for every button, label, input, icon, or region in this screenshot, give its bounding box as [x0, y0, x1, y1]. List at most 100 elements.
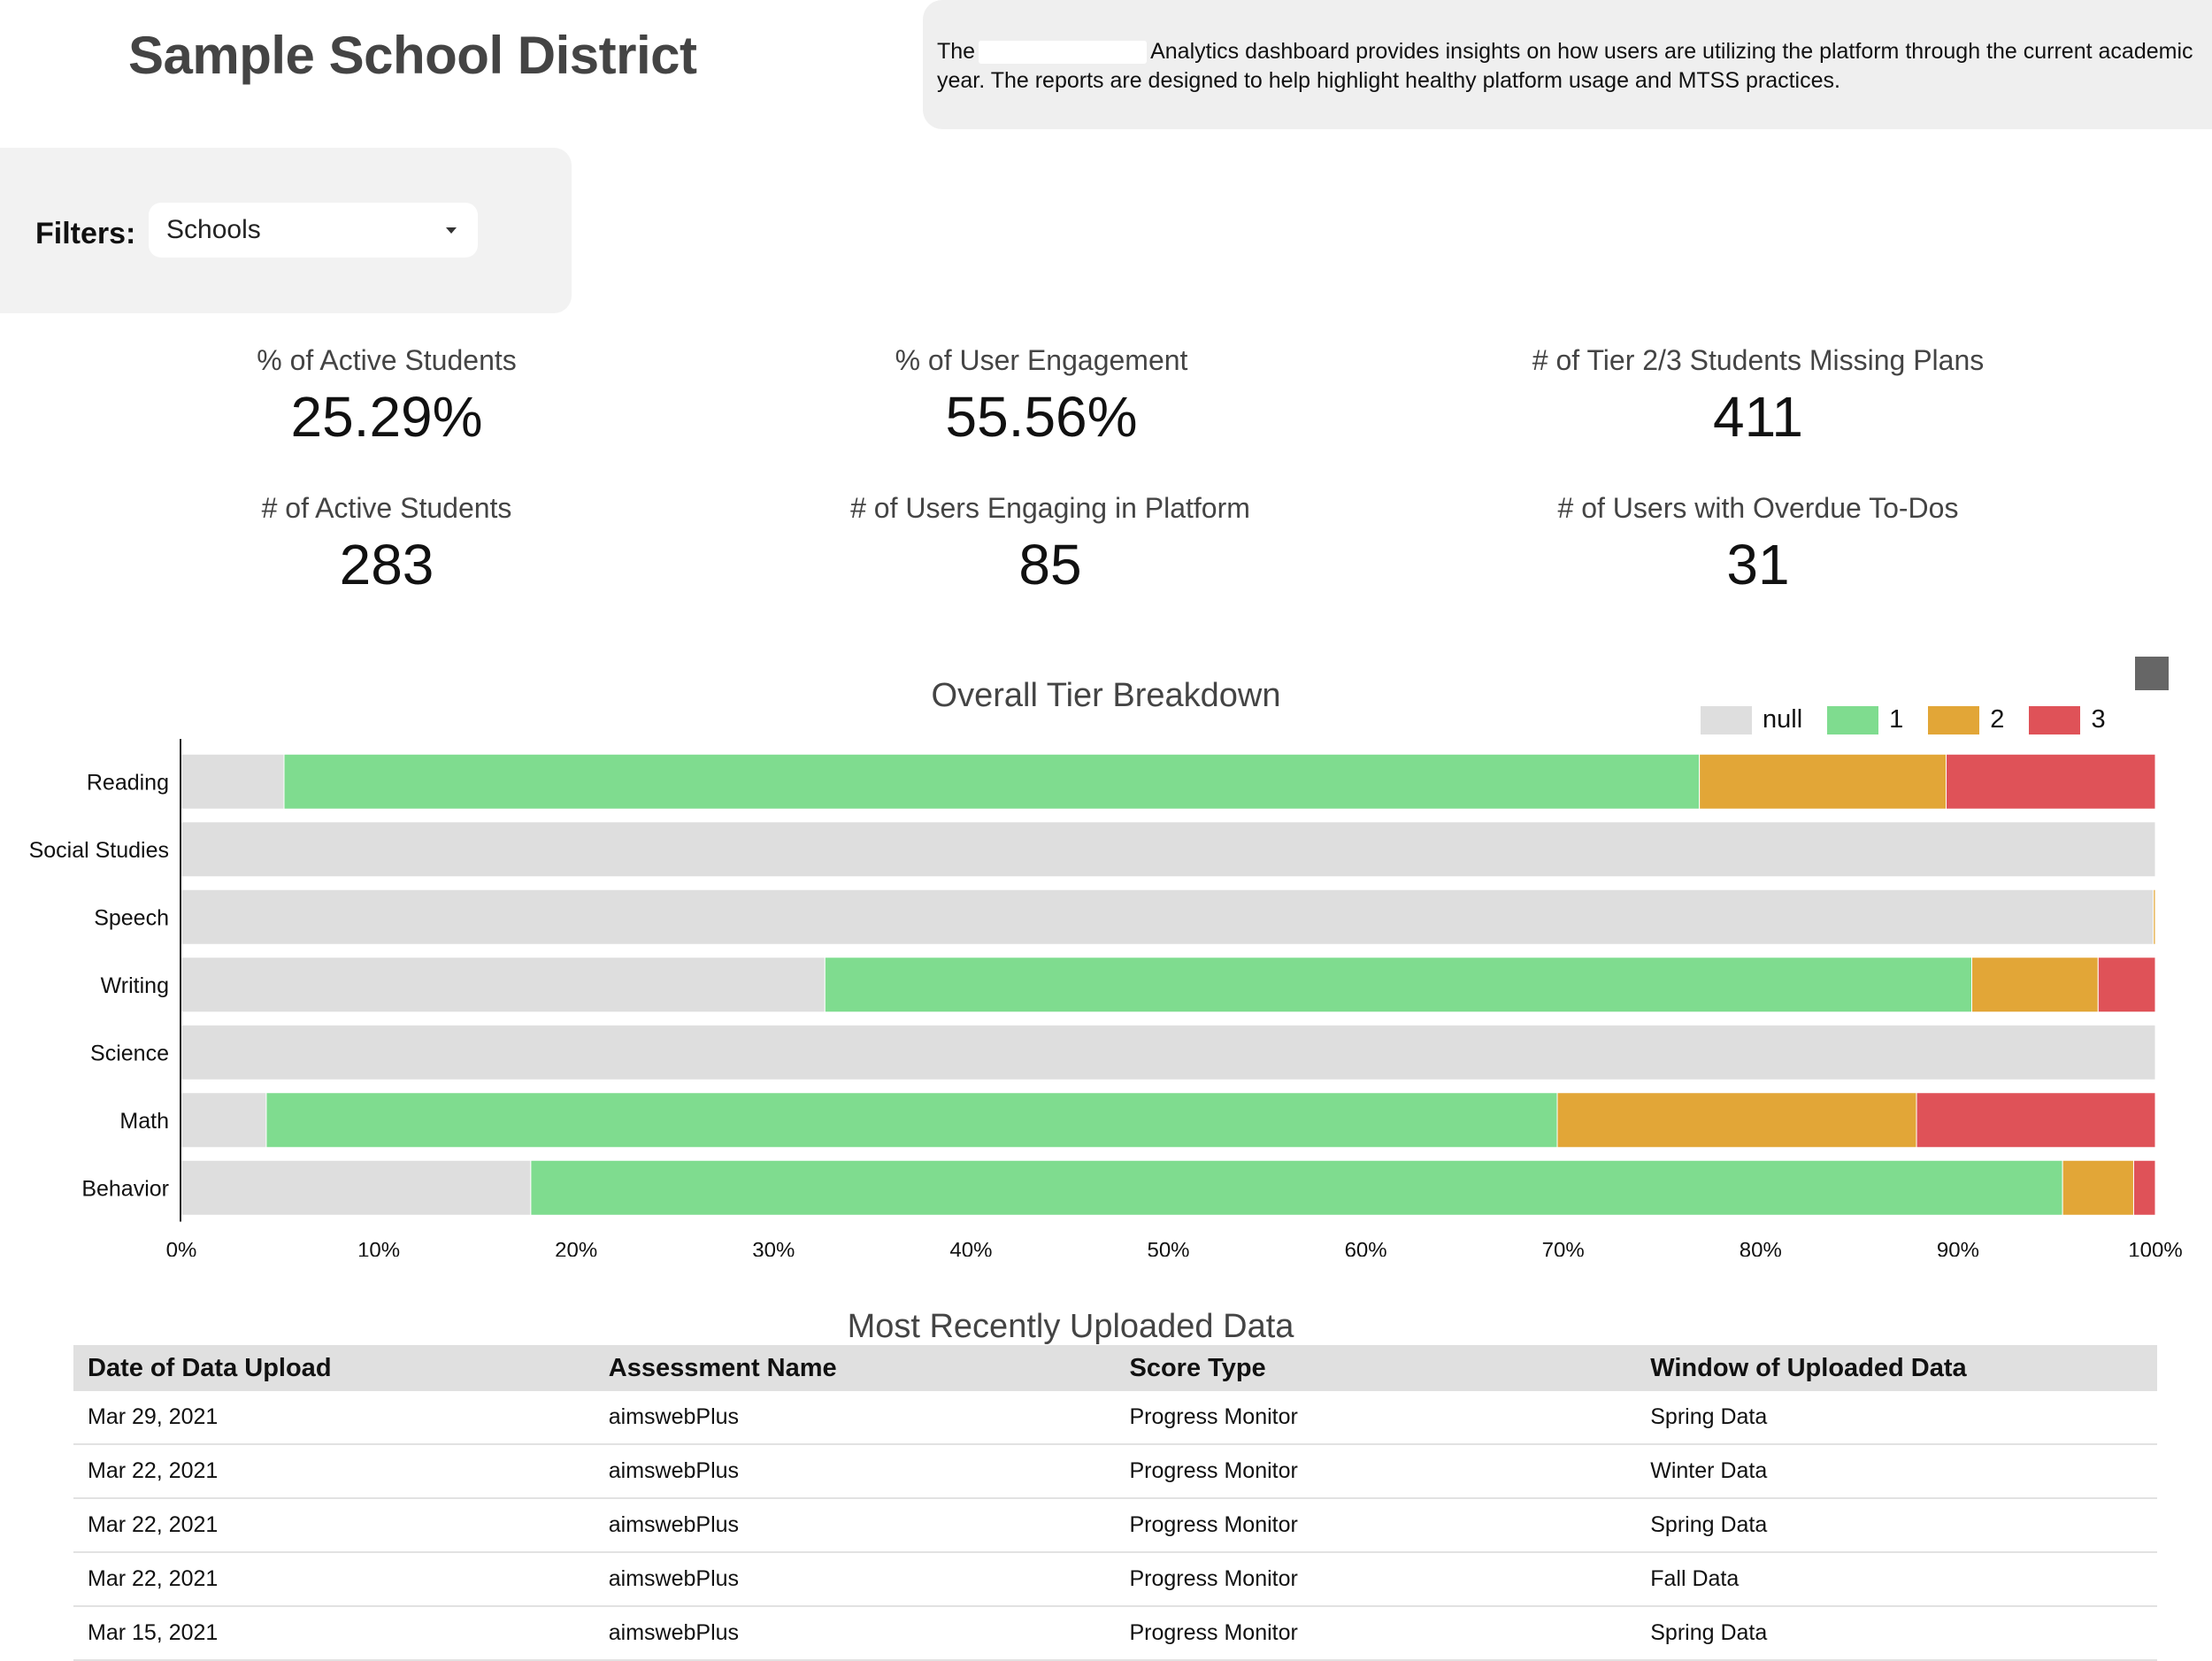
chart-options-button[interactable] [2135, 657, 2169, 690]
chart-legend: null 1 2 3 [1701, 705, 2131, 734]
table-row: Mar 22, 2021 aimswebPlus Progress Monitor F… [73, 1552, 2157, 1607]
x-tick-label: 40% [949, 1239, 992, 1257]
caret-down-icon [446, 227, 457, 234]
bar-segment [180, 888, 2154, 945]
legend-swatch [1827, 705, 1879, 734]
bar-segment [824, 957, 1973, 1013]
bar-segment [2097, 957, 2156, 1013]
kpi-value: 25.29% [290, 385, 483, 449]
legend-item: null [1701, 705, 1802, 734]
bar-segment [1916, 1092, 2156, 1149]
filter-panel: Filters: Schools [0, 148, 572, 313]
bar-segment [1946, 753, 2156, 810]
table-cell: Progress Monitor [1115, 1444, 1637, 1499]
table-cell: aimswebPlus [594, 1444, 1116, 1499]
kpi-label: # of Users with Overdue To-Dos [1557, 492, 1959, 524]
legend-swatch [2029, 705, 2081, 734]
kpi-label: # of Active Students [261, 492, 512, 524]
table-cell: Mar 15, 2021 [73, 1606, 595, 1661]
table-cell: Spring Data [1636, 1391, 2157, 1445]
x-tick-label: 30% [752, 1239, 795, 1257]
description-text: The Analytics dashboard provides insights… [937, 37, 2193, 96]
kpi-active-students-pct: % of Active Students 25.29% [77, 344, 696, 450]
table-cell: aimswebPlus [594, 1552, 1116, 1607]
bar-segment [180, 957, 826, 1013]
column-header-date[interactable]: Date of Data Upload [73, 1345, 595, 1391]
table-cell: Mar 29, 2021 [73, 1391, 595, 1445]
kpi-label: # of Tier 2/3 Students Missing Plans [1532, 344, 1985, 376]
category-label: Writing [101, 973, 169, 998]
x-tick-label: 0% [166, 1239, 197, 1257]
table-cell: Progress Monitor [1115, 1391, 1637, 1445]
bar-segment [1556, 1092, 1917, 1149]
bar-segment [180, 1159, 532, 1216]
table-cell: Fall Data [1636, 1552, 2157, 1607]
table-header-row: Date of Data Upload Assessment Name Scor… [73, 1345, 2157, 1391]
bar-segment [2062, 1159, 2134, 1216]
bar-segment [265, 1092, 1558, 1149]
schools-filter-value: Schools [166, 215, 261, 244]
table-cell: aimswebPlus [594, 1606, 1116, 1661]
table-cell: Winter Data [1636, 1444, 2157, 1499]
filters-label: Filters: [35, 217, 136, 250]
column-header-window[interactable]: Window of Uploaded Data [1636, 1345, 2157, 1391]
table-cell: Mar 22, 2021 [73, 1498, 595, 1553]
kpi-user-engagement-pct: % of User Engagement 55.56% [732, 344, 1351, 450]
kpi-missing-plans: # of Tier 2/3 Students Missing Plans 411 [1448, 344, 2068, 450]
bar-segment [180, 1092, 267, 1149]
legend-item: 2 [1928, 705, 2004, 734]
category-label: Science [90, 1041, 169, 1065]
legend-swatch [1928, 705, 1980, 734]
kpi-label: # of Users Engaging in Platform [850, 492, 1250, 524]
bar-segment [283, 753, 1701, 810]
bar-segment [2153, 888, 2156, 945]
kpi-value: 283 [339, 533, 434, 596]
column-header-score-type[interactable]: Score Type [1115, 1345, 1637, 1391]
bar-segment [180, 1024, 2156, 1080]
bar-segment [1699, 753, 1947, 810]
table-cell: Progress Monitor [1115, 1606, 1637, 1661]
category-label: Speech [94, 905, 169, 930]
x-tick-label: 20% [555, 1239, 597, 1257]
legend-label: 1 [1889, 705, 1904, 734]
chart-title: Overall Tier Breakdown [931, 677, 1281, 714]
table-cell: aimswebPlus [594, 1391, 1116, 1445]
table-cell: Spring Data [1636, 1498, 2157, 1553]
category-label: Social Studies [29, 838, 169, 863]
tier-breakdown-chart: Reading Social Studies Speech Writing Scienc… [29, 739, 2183, 1257]
table-cell: Mar 22, 2021 [73, 1444, 595, 1499]
schools-filter-dropdown[interactable]: Schools [149, 203, 478, 258]
x-tick-label: 50% [1147, 1239, 1189, 1257]
uploads-table: Date of Data Upload Assessment Name Scor… [73, 1345, 2157, 1661]
legend-label: 2 [1990, 705, 2005, 734]
category-label: Reading [87, 770, 169, 795]
table-cell: aimswebPlus [594, 1498, 1116, 1553]
bar-segment [2132, 1159, 2156, 1216]
x-tick-label: 90% [1937, 1239, 1979, 1257]
legend-item: 1 [1827, 705, 1903, 734]
kpi-value: 55.56% [945, 385, 1138, 449]
uploads-section-title: Most Recently Uploaded Data [847, 1308, 1294, 1345]
bar-segment [1971, 957, 2099, 1013]
table-cell: Progress Monitor [1115, 1552, 1637, 1607]
redacted-product-name [979, 41, 1148, 65]
bar-segment [530, 1159, 2063, 1216]
description-prefix: The [937, 39, 976, 64]
x-tick-label: 100% [2128, 1239, 2182, 1257]
table-cell: Mar 22, 2021 [73, 1552, 595, 1607]
legend-label: null [1763, 705, 1803, 734]
table-cell: Progress Monitor [1115, 1498, 1637, 1553]
category-label: Behavior [81, 1176, 169, 1201]
kpi-overdue-todos: # of Users with Overdue To-Dos 31 [1448, 492, 2068, 597]
kpi-users-engaging: # of Users Engaging in Platform 85 [741, 492, 1360, 597]
kpi-value: 85 [1018, 533, 1082, 596]
category-label: Math [119, 1109, 169, 1134]
x-tick-label: 70% [1542, 1239, 1585, 1257]
legend-item: 3 [2029, 705, 2106, 734]
kpi-label: % of User Engagement [895, 344, 1188, 376]
column-header-assessment[interactable]: Assessment Name [594, 1345, 1116, 1391]
bar-segment [180, 821, 2156, 878]
description-body: Analytics dashboard provides insights on… [937, 39, 2193, 93]
table-row: Mar 29, 2021 aimswebPlus Progress Monitor S… [73, 1391, 2157, 1445]
kpi-active-students: # of Active Students 283 [77, 492, 696, 597]
